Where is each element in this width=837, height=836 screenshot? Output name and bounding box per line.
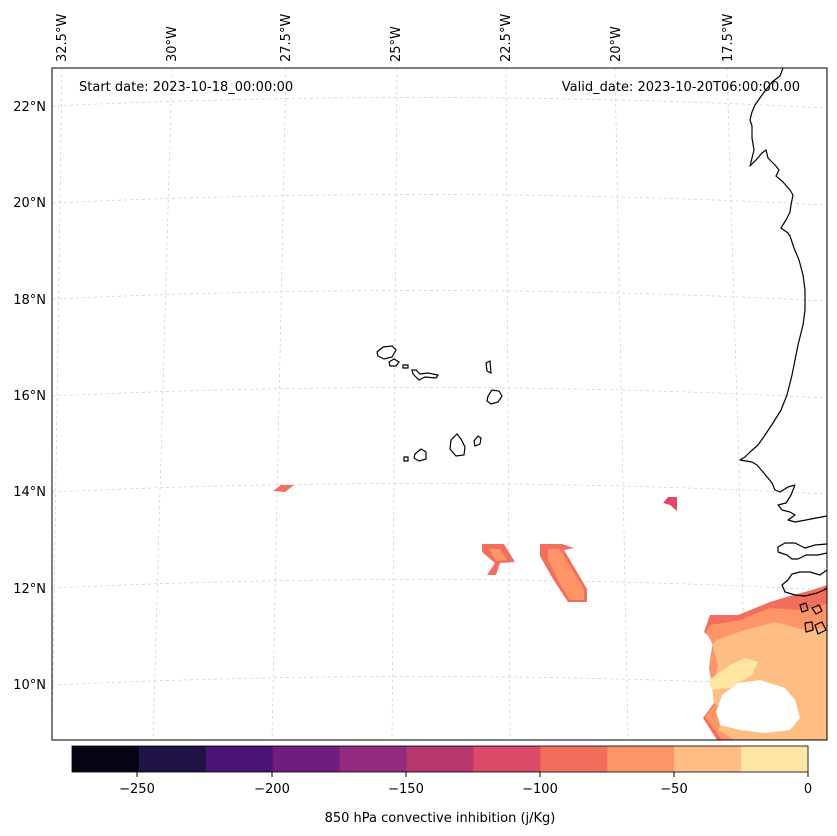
lat-label: 22°N	[13, 100, 46, 115]
coast-main	[739, 67, 828, 523]
santa-luzia-island	[402, 364, 409, 369]
lon-label: 27.5°W	[279, 14, 294, 62]
coast-bijagos-4	[814, 621, 827, 635]
african-coastline	[739, 67, 828, 635]
sao-vicente-island	[388, 358, 400, 367]
cin-patch-center-right-inner	[548, 549, 584, 600]
colorbar-swatch	[607, 746, 675, 772]
colorbar-tick-label: −250	[119, 782, 155, 797]
start-date-label: Start date: 2023-10-18_00:00:00	[79, 80, 293, 95]
cin-no-data-hole	[716, 680, 800, 733]
colorbar-swatch	[205, 746, 274, 772]
fogo-island	[413, 448, 427, 462]
map-frame	[51, 67, 828, 741]
colorbar-swatch	[473, 746, 541, 772]
sao-nicolau-island	[411, 369, 439, 381]
colorbar-frame	[71, 745, 809, 773]
lat-label: 12°N	[13, 582, 46, 597]
maio-island	[473, 435, 482, 447]
colorbar-ticks: −250 −200 −150 −100 −50 0	[119, 772, 812, 797]
colorbar-tick-label: −200	[254, 782, 290, 797]
lon-label: 25°W	[389, 26, 404, 62]
lat-label: 20°N	[13, 196, 46, 211]
latitude-labels: 22°N 20°N 18°N 16°N 14°N 12°N 10°N	[13, 100, 46, 693]
lon-label: 22.5°W	[499, 14, 514, 62]
colorbar	[72, 746, 809, 772]
colorbar-swatch	[339, 746, 408, 772]
cin-patch-east	[663, 497, 677, 511]
cape-verde-islands	[376, 345, 503, 462]
coast-gambia	[777, 542, 828, 560]
colorbar-tick-label: −50	[660, 782, 687, 797]
lat-label: 10°N	[13, 678, 46, 693]
santo-antao-island	[376, 345, 397, 360]
cin-contours	[273, 485, 827, 740]
colorbar-tick-label: 0	[804, 782, 812, 797]
cin-coastal-region-light	[709, 658, 758, 690]
lat-label: 14°N	[13, 485, 46, 500]
sal-island	[485, 360, 492, 375]
colorbar-swatch	[138, 746, 207, 772]
colorbar-swatch	[540, 746, 608, 772]
boa-vista-island	[486, 389, 503, 405]
colorbar-tick-label: −100	[522, 782, 558, 797]
colorbar-tick-label: −150	[388, 782, 424, 797]
coast-bijagos-1	[799, 602, 809, 613]
lon-label: 30°W	[165, 26, 180, 62]
cin-patch-west	[273, 485, 294, 492]
valid-date-label: Valid_date: 2023-10-20T06:00:00.00	[562, 80, 800, 95]
lon-label: 32.5°W	[55, 14, 70, 62]
colorbar-swatch	[674, 746, 742, 772]
brava-island	[403, 456, 409, 462]
coast-bijagos-2	[811, 604, 823, 615]
longitude-labels: 32.5°W 30°W 27.5°W 25°W 22.5°W 20°W 17.5…	[55, 14, 736, 62]
coast-guinea-bissau	[781, 569, 828, 597]
colorbar-label: 850 hPa convective inhibition (j/Kg)	[325, 811, 556, 826]
lat-label: 18°N	[13, 293, 46, 308]
coast-bijagos-3	[804, 621, 814, 633]
colorbar-swatch	[406, 746, 475, 772]
cin-patch-center-left-inner	[489, 549, 507, 561]
lat-label: 16°N	[13, 389, 46, 404]
colorbar-swatch	[741, 746, 809, 772]
lon-label: 20°W	[609, 26, 624, 62]
santiago-island	[449, 433, 466, 457]
colorbar-swatch	[272, 746, 341, 772]
colorbar-swatch	[72, 746, 140, 772]
lon-label: 17.5°W	[721, 14, 736, 62]
